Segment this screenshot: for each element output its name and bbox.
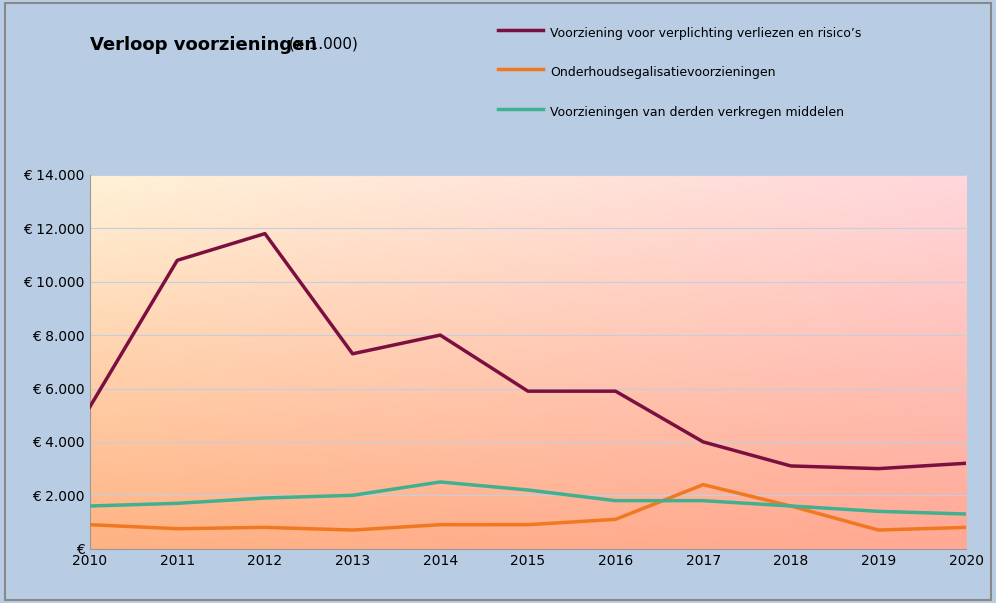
Text: Verloop voorzieningen: Verloop voorzieningen xyxy=(90,36,317,54)
Text: Voorzieningen van derden verkregen middelen: Voorzieningen van derden verkregen midde… xyxy=(550,106,844,119)
Text: (x 1.000): (x 1.000) xyxy=(284,36,358,51)
Text: Onderhoudsegalisatievoorzieningen: Onderhoudsegalisatievoorzieningen xyxy=(550,66,775,80)
Text: Voorziening voor verplichting verliezen en risico’s: Voorziening voor verplichting verliezen … xyxy=(550,27,862,40)
